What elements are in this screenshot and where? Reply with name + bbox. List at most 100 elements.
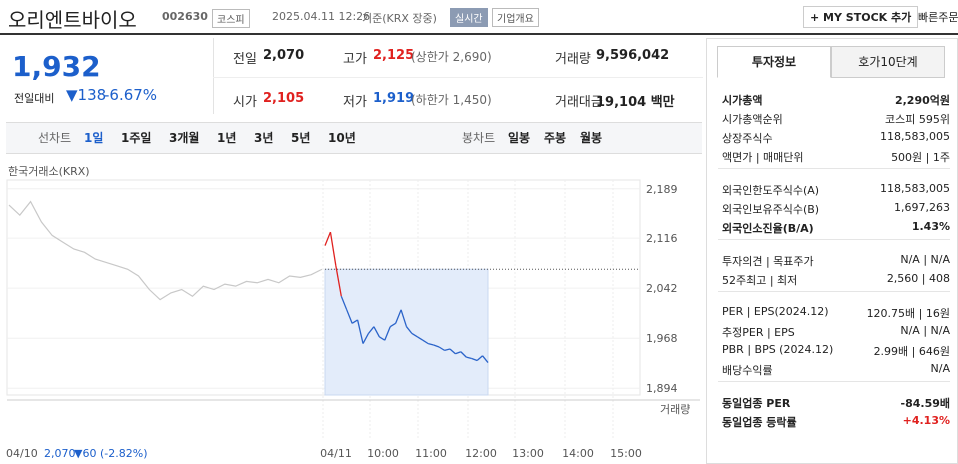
info-label: 외국인보유주식수(B): [722, 203, 820, 216]
info-label: 시가총액: [722, 94, 763, 107]
divider: [213, 77, 703, 78]
info-label: 시가총액순위: [722, 113, 783, 126]
stock-code: 002630: [162, 10, 208, 23]
price-segment: [356, 319, 364, 344]
info-value: 2.99배 | 646원: [873, 345, 950, 358]
price-segment: [433, 344, 440, 348]
stat-label: 저가: [343, 95, 367, 110]
info-label: 상장주식수: [722, 132, 773, 145]
footer-rate: (-2.82%): [100, 447, 148, 460]
stat-value: 2,105: [263, 91, 305, 106]
panel-tab[interactable]: 투자정보: [717, 46, 831, 78]
divider: [213, 38, 214, 114]
info-value: -84.59배: [900, 397, 950, 410]
info-label: 외국인소진율(B/A): [722, 222, 814, 235]
market-badge: 코스피: [212, 9, 250, 28]
stat-label: 거래량: [555, 52, 591, 67]
rate: -6.67%: [104, 86, 158, 104]
basis: 기준(KRX 장중): [362, 12, 437, 25]
price-segment: [373, 326, 380, 338]
realtime-badge[interactable]: 실시간: [450, 8, 488, 27]
info-label: PER | EPS(2024.12): [722, 305, 829, 318]
y-tick-label: 2,189: [646, 183, 678, 196]
period-tab[interactable]: 10년: [328, 131, 356, 145]
chart-source: 한국거래소(KRX): [8, 165, 90, 178]
period-tab[interactable]: 1주일: [121, 131, 152, 145]
price-segment: [367, 326, 375, 334]
x-tick-label: 10:00: [367, 447, 399, 460]
change: ▼138: [66, 86, 107, 104]
x-tick-label: 15:00: [610, 447, 642, 460]
period-tab[interactable]: 1년: [217, 131, 237, 145]
tab-label: 봉차트: [462, 131, 496, 145]
footer-price: 2,070: [44, 447, 76, 460]
price-segment: [405, 326, 413, 334]
price-segment: [417, 336, 424, 341]
tab-label: 선차트: [38, 131, 72, 145]
period-tab[interactable]: 1일: [84, 131, 104, 145]
info-value: 118,583,005: [880, 182, 950, 195]
price-segment: [471, 357, 478, 362]
stat-label: 고가: [343, 52, 367, 67]
price-segment: [340, 296, 348, 311]
divider: [718, 381, 950, 382]
stat-value: 9,596,042: [596, 48, 670, 63]
info-value: 1.43%: [911, 220, 950, 233]
y-tick-label: 2,116: [646, 232, 678, 245]
price-segment: [482, 355, 489, 363]
price-segment: [476, 355, 483, 362]
datetime: 2025.04.11 12:26: [272, 10, 371, 23]
info-label: 추정PER | EPS: [722, 326, 795, 339]
price-segment: [449, 348, 456, 355]
stat-extra: (하한가 1,450): [411, 93, 492, 107]
x-tick-label: 14:00: [562, 447, 594, 460]
info-value: N/A | N/A: [900, 324, 950, 337]
info-label: 동일업종 PER: [722, 397, 791, 410]
y-tick-label: 1,968: [646, 332, 678, 345]
candle-tab[interactable]: 일봉: [508, 131, 531, 145]
info-value: 1,697,263: [894, 201, 950, 214]
stat-value: 2,070: [263, 48, 305, 63]
footer-date: 04/10: [6, 447, 38, 460]
info-value: 2,560 | 408: [886, 272, 950, 285]
stat-label: 전일: [233, 52, 257, 67]
info-label: 배당수익률: [722, 364, 773, 377]
change-label: 전일대비: [14, 92, 55, 105]
tab-bar: [6, 122, 702, 154]
chart: 한국거래소(KRX) 2,189 2,116 2,042 1,968 1,894 04/11…: [6, 165, 700, 460]
info-value: 2,290억원: [894, 94, 950, 107]
price-segment: [389, 322, 396, 328]
price-segment: [466, 356, 472, 360]
period-tab[interactable]: 3개월: [169, 131, 200, 145]
quick-order[interactable]: 빠른주문: [918, 11, 958, 24]
period-tab[interactable]: 3년: [254, 131, 274, 145]
stat-value: 19,104 백만: [596, 95, 675, 110]
candle-tab[interactable]: 월봉: [580, 131, 603, 145]
info-value: 118,583,005: [880, 130, 950, 143]
price-segment: [455, 351, 462, 355]
mystock-button[interactable]: + MY STOCK 추가: [803, 6, 919, 28]
divider: [718, 168, 950, 169]
info-label: 외국인한도주식수(A): [722, 184, 820, 197]
price-segment: [444, 348, 451, 352]
price-segment: [438, 346, 445, 351]
divider: [718, 291, 950, 292]
stock-name: 오리엔트바이오: [8, 8, 137, 32]
y-tick-label: 1,894: [646, 382, 678, 395]
price-segment: [395, 309, 402, 324]
divider: [0, 33, 958, 35]
panel-tab[interactable]: 호가10단계: [831, 46, 945, 78]
price-segment: [346, 309, 353, 324]
price-segment: [351, 319, 358, 324]
candle-tab[interactable]: 주봉: [544, 131, 567, 145]
company-button[interactable]: 기업개요: [492, 8, 539, 27]
price-segment: [329, 231, 337, 266]
price-segment: [428, 342, 434, 346]
y-tick-label: 2,042: [646, 282, 678, 295]
info-label: 액면가 | 매매단위: [722, 151, 804, 164]
stat-extra: (상한가 2,690): [411, 50, 492, 64]
x-tick-label: 13:00: [512, 447, 544, 460]
price: 1,932: [12, 50, 101, 83]
period-tab[interactable]: 5년: [291, 131, 311, 145]
